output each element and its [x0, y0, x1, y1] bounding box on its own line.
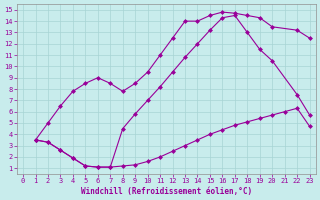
X-axis label: Windchill (Refroidissement éolien,°C): Windchill (Refroidissement éolien,°C)	[81, 187, 252, 196]
